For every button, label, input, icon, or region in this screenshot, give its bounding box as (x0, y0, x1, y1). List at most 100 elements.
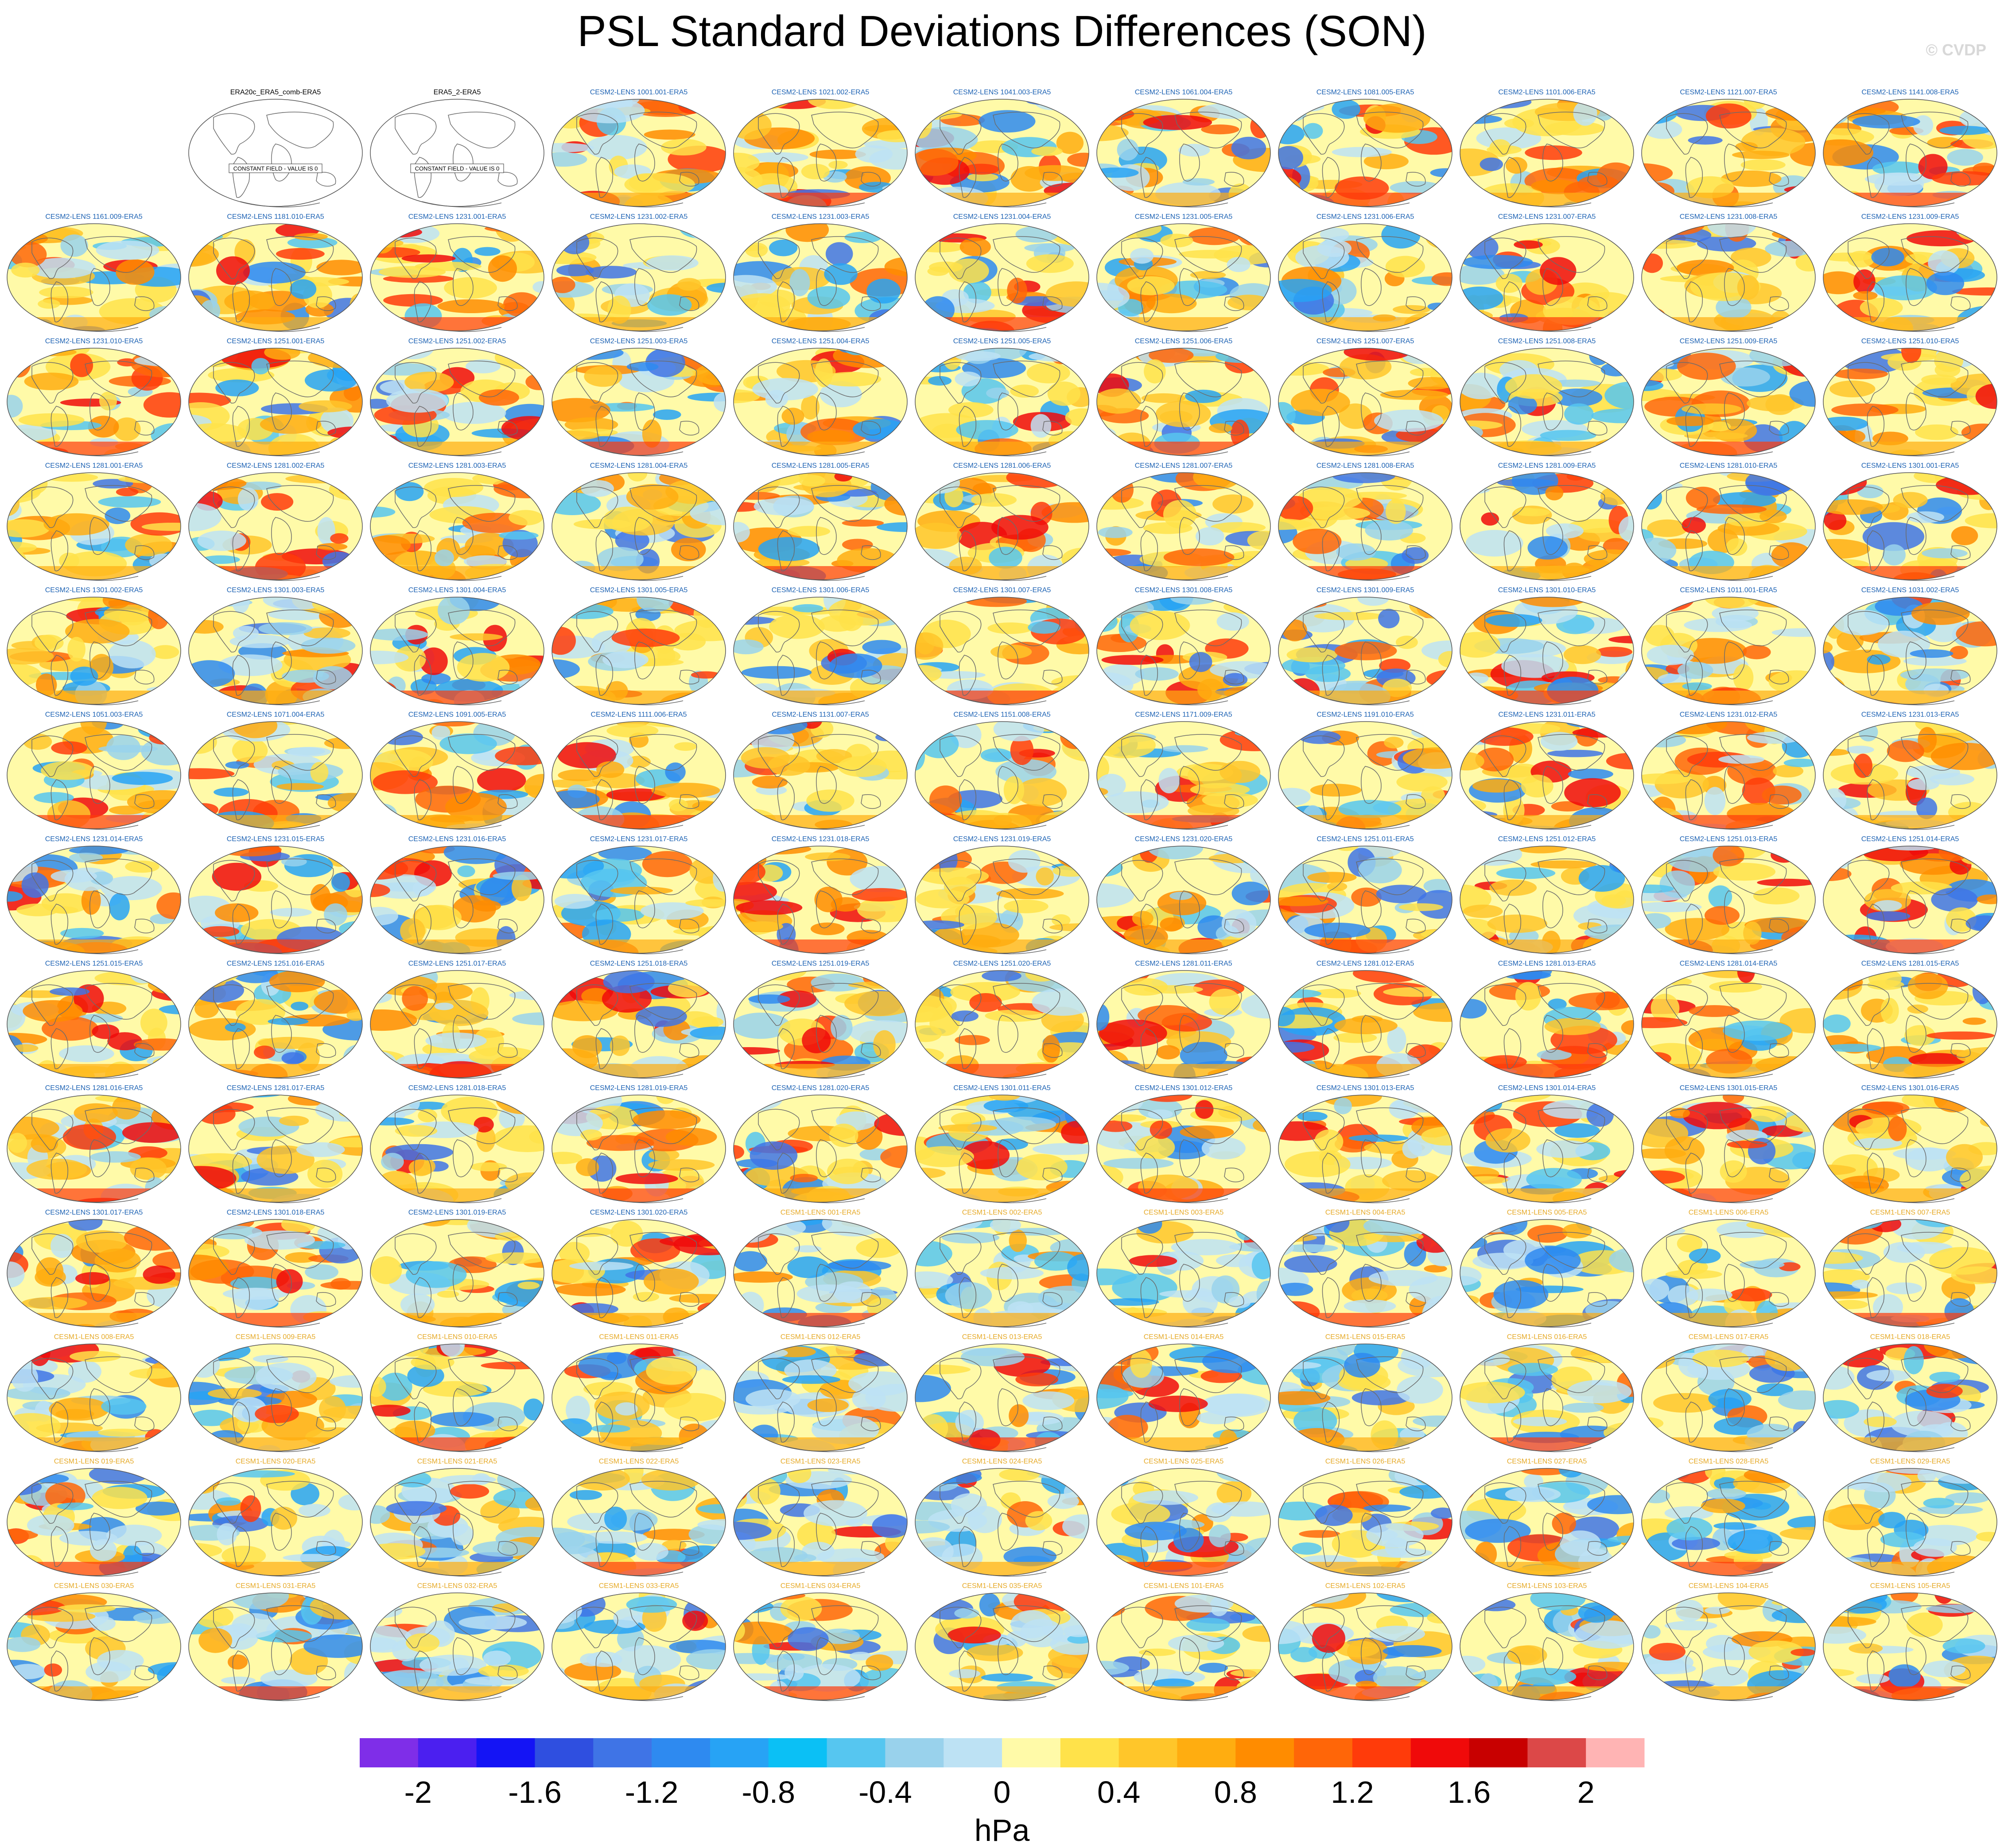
panel-title: CESM2-LENS 1031.002-ERA5 (1861, 586, 1959, 594)
map-field (370, 597, 544, 706)
map-field (733, 1095, 908, 1204)
map-panel: CESM1-LENS 020-ERA5 (187, 1458, 364, 1577)
panel-title: CESM2-LENS 1281.008-ERA5 (1316, 462, 1414, 470)
map-panel: CESM2-LENS 1251.007-ERA5 (1277, 338, 1454, 457)
map-field (733, 223, 908, 332)
map-field (370, 472, 544, 581)
map-field (551, 597, 726, 706)
map-panel: CESM2-LENS 1251.006-ERA5 (1095, 338, 1272, 457)
colorbar-swatch (652, 1738, 711, 1767)
map-field (915, 846, 1089, 955)
map-panel: CESM2-LENS 1071.004-ERA5 (187, 711, 364, 831)
panel-title: CESM1-LENS 009-ERA5 (235, 1333, 316, 1341)
map-field (1278, 1468, 1453, 1577)
map-panel: CESM2-LENS 1111.006-ERA5 (550, 711, 727, 831)
panel-title: CESM1-LENS 021-ERA5 (417, 1458, 497, 1465)
map-field (1096, 99, 1271, 208)
map-panel: CESM2-LENS 1251.015-ERA5 (5, 960, 183, 1079)
panel-title: CESM2-LENS 1251.001-ERA5 (226, 338, 325, 345)
map-field (551, 721, 726, 830)
map-field (1641, 99, 1816, 208)
panel-title: CESM2-LENS 1281.016-ERA5 (45, 1084, 143, 1092)
panel-title: CESM2-LENS 1301.010-ERA5 (1498, 586, 1596, 594)
map-field (1278, 721, 1453, 830)
panel-title: CESM2-LENS 1231.003-ERA5 (771, 213, 870, 221)
map-panel: CESM1-LENS 103-ERA5 (1458, 1582, 1635, 1702)
colorbar-tick-label: 0.4 (1097, 1775, 1140, 1809)
panel-title: CESM1-LENS 019-ERA5 (54, 1458, 134, 1465)
map-field (1278, 1592, 1453, 1701)
map-field (1460, 1468, 1634, 1577)
coastline (1666, 1232, 1789, 1328)
map-panel: CESM2-LENS 1301.005-ERA5 (550, 586, 727, 706)
panel-title: CESM2-LENS 1231.015-ERA5 (226, 835, 325, 843)
coastline (940, 236, 1063, 332)
coastline (1666, 1481, 1789, 1577)
map-field (1278, 1219, 1453, 1328)
map-field (1823, 223, 1997, 332)
panel-title: CESM2-LENS 1251.020-ERA5 (953, 960, 1051, 967)
map-field (1460, 348, 1634, 457)
map-field (551, 970, 726, 1079)
colorbar-swatch (1586, 1738, 1645, 1767)
page-title: PSL Standard Deviations Differences (SON… (577, 7, 1427, 55)
panel-title: CESM2-LENS 1251.014-ERA5 (1861, 835, 1959, 843)
panel-title: CESM2-LENS 1231.009-ERA5 (1861, 213, 1959, 221)
map-panel: CESM2-LENS 1301.020-ERA5 (550, 1209, 727, 1328)
panel-title: CESM2-LENS 1251.013-ERA5 (1679, 835, 1778, 843)
map-field (551, 1095, 726, 1204)
map-field (7, 721, 181, 830)
map-field (1641, 970, 1816, 1079)
panel-title: CESM1-LENS 034-ERA5 (780, 1582, 861, 1590)
colorbar-tick-label: -0.8 (742, 1775, 795, 1809)
map-panel: CESM2-LENS 1281.010-ERA5 (1640, 462, 1817, 582)
map-panel: CESM2-LENS 1171.009-ERA5 (1095, 711, 1272, 831)
map-field (1096, 597, 1271, 706)
map-field (1460, 1343, 1634, 1452)
panel-title: CESM1-LENS 005-ERA5 (1507, 1209, 1587, 1216)
coastline (1121, 1107, 1244, 1204)
map-field (188, 846, 363, 955)
map-panel: CESM1-LENS 012-ERA5 (732, 1333, 909, 1453)
map-panel: CESM1-LENS 104-ERA5 (1640, 1582, 1817, 1702)
map-panel: CESM2-LENS 1231.018-ERA5 (732, 835, 909, 955)
map-panel: CESM2-LENS 1281.003-ERA5 (369, 462, 546, 582)
map-field (370, 721, 544, 830)
map-panel: CESM1-LENS 024-ERA5 (913, 1458, 1091, 1577)
colorbar-swatch (476, 1738, 535, 1767)
panel-title: CESM2-LENS 1231.016-ERA5 (408, 835, 506, 843)
panel-title: CESM1-LENS 023-ERA5 (780, 1458, 861, 1465)
map-panel: CESM2-LENS 1231.006-ERA5 (1277, 213, 1454, 333)
map-field (1823, 472, 1997, 581)
map-field (733, 472, 908, 581)
map-field (1460, 472, 1634, 581)
map-field (188, 1592, 363, 1701)
map-panel: CESM2-LENS 1301.001-ERA5 (1821, 462, 1999, 582)
panel-title: CESM2-LENS 1231.002-ERA5 (590, 213, 688, 221)
coastline (940, 485, 1063, 581)
map-field (915, 1343, 1089, 1452)
colorbar-svg: -2 -1.6 -1.2 -0.8 -0.4 0 0.4 0.8 1.2 1.6 2 (360, 1738, 1645, 1809)
map-panel: CESM1-LENS 015-ERA5 (1277, 1333, 1454, 1453)
map-field (1823, 348, 1997, 457)
map-field (1460, 1095, 1634, 1204)
colorbar: -2 -1.6 -1.2 -0.8 -0.4 0 0.4 0.8 1.2 1.6 2 (0, 1728, 2004, 1848)
panel-title: CESM1-LENS 026-ERA5 (1325, 1458, 1406, 1465)
panel-title: CESM2-LENS 1281.002-ERA5 (226, 462, 325, 470)
coastline (1484, 361, 1608, 457)
map-panel: CESM2-LENS 1281.008-ERA5 (1277, 462, 1454, 582)
panel-title: CESM2-LENS 1281.006-ERA5 (953, 462, 1051, 470)
coastline (213, 610, 336, 706)
panel-title: CESM2-LENS 1231.006-ERA5 (1316, 213, 1414, 221)
colorbar-swatch (418, 1738, 477, 1767)
map-field (1096, 1343, 1271, 1452)
map-field (551, 223, 726, 332)
map-panel: CESM2-LENS 1301.018-ERA5 (187, 1209, 364, 1328)
map-field (188, 597, 363, 706)
map-field (1278, 846, 1453, 955)
coastline (1666, 858, 1789, 955)
map-field (733, 597, 908, 706)
map-panel: CESM2-LENS 1251.004-ERA5 (732, 338, 909, 457)
coastline (1666, 112, 1789, 208)
map-field (1641, 1343, 1816, 1452)
